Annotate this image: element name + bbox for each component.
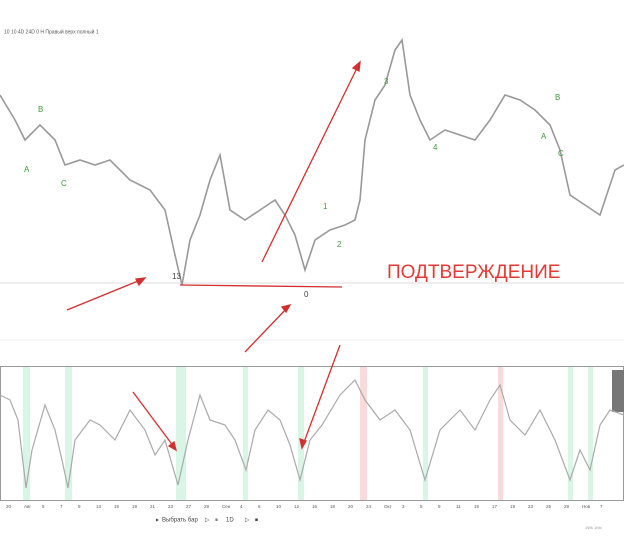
x-tick-label: 16 [312,504,318,509]
x-tick-label: 5 [420,504,423,509]
wave-label: 2 [337,240,342,249]
wave-label: 3 [384,77,389,86]
annotation: ПОДТВЕРЖДЕНИЕ [387,262,560,283]
x-tick-label: 12 [294,504,300,509]
x-tick-label: Сен [222,504,231,509]
x-tick-label: Нов [582,504,591,509]
interval[interactable]: 1Mo [594,525,603,530]
x-tick-label: 5 [42,504,45,509]
x-tick-label: 23 [168,504,174,509]
x-tick-label: 25 [546,504,552,509]
x-tick-label: 18 [330,504,336,509]
wave-labels: B A C 13 1 2 0 3 4 A B C [24,77,564,299]
wave-label: C [558,149,564,158]
x-tick-label: 15 [114,504,120,509]
x-tick-label: 6 [258,504,261,509]
wave-label: 13 [172,272,181,281]
select-icon: ▸ [156,518,159,524]
x-tick-label: 9 [438,504,441,509]
band [298,367,304,500]
x-tick-label: 19 [510,504,516,509]
x-tick-label: 29 [564,504,570,509]
wave-label: 4 [433,143,438,152]
x-tick-label: Авг [24,504,31,509]
footer-intervals: 1Wk 1Mo [585,525,603,530]
step-icon[interactable]: ▷ [245,518,250,524]
band [243,367,248,500]
x-tick-label: 7 [600,504,603,509]
x-tick-label: 23 [528,504,534,509]
x-tick-label: 15 [474,504,480,509]
x-tick-label: 17 [492,504,498,509]
band [588,367,593,500]
x-tick-label: 21 [150,504,156,509]
x-tick-label: 9 [78,504,81,509]
band [360,367,367,500]
x-tick-label: 10 [276,504,282,509]
x-tick-label: 27 [186,504,192,509]
x-tick-label: 29 [204,504,210,509]
x-tick-label: 13 [96,504,102,509]
band [23,367,30,500]
x-tick-label: 20 [6,504,12,509]
wave-label: A [24,165,30,174]
band [65,367,72,500]
wave-label: C [61,179,67,188]
band [176,367,186,500]
x-tick-label: 11 [456,504,461,509]
toolbar: ▸ Выбрать бар ▷ ⏸ 1D ▷ ⏹ [156,518,258,524]
band [498,367,503,500]
band [423,367,428,500]
x-tick-label: 20 [348,504,354,509]
x-tick-label: 19 [132,504,138,509]
oscillator-line [0,378,624,489]
price-line [0,37,624,286]
wave-label: B [38,105,43,114]
oscillator-bands [23,367,593,500]
pause-icon[interactable]: ⏸ [215,518,218,524]
wave-label: 1 [323,202,328,211]
x-tick-label: 24 [366,504,372,509]
arrows [66,60,361,452]
x-tick-label: Окт [384,504,392,509]
x-tick-label: 7 [60,504,63,509]
wave-label: B [555,93,560,102]
x-tick-label: 3 [402,504,405,509]
select-bar[interactable]: Выбрать бар [162,518,198,524]
scale-labels [612,370,624,412]
x-axis: 20 Авг 5 7 9 13 15 19 21 23 27 29 Сен 4 6 10 12 16 18 20 24 О… [6,504,603,509]
interval[interactable]: 1D [226,518,234,524]
interval[interactable]: 1Wk [585,525,593,530]
x-tick-label: 4 [240,504,243,509]
end-icon[interactable]: ⏹ [255,518,258,524]
play-icon[interactable]: ▷ [205,518,210,524]
header: 10 10 4D 24D 0 H Правый верх полный 1 [4,28,99,35]
wave-label: 0 [304,290,309,299]
band [568,367,573,500]
wave-label: A [541,132,547,141]
